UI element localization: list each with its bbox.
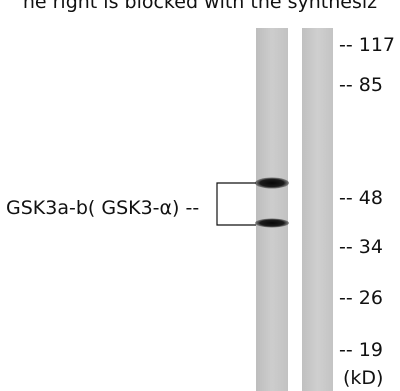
mw-marker-117: -- 117 [339,34,396,56]
mw-marker-34: -- 34 [339,236,383,258]
protein-target-label: GSK3a-b( GSK3-α) -- [6,197,200,219]
mw-marker-48: -- 48 [339,187,383,209]
unit-label: (kD) [343,367,384,389]
top-caption-text: he right is blocked with the synthesiz [22,0,378,13]
mw-marker-19: -- 19 [339,339,383,361]
mw-marker-26: -- 26 [339,287,383,309]
bracket-line [216,182,256,226]
lane-2 [302,28,333,391]
band-upper [255,177,289,189]
mw-marker-85: -- 85 [339,74,383,96]
band-lower [255,218,289,228]
lane-1 [256,28,288,391]
